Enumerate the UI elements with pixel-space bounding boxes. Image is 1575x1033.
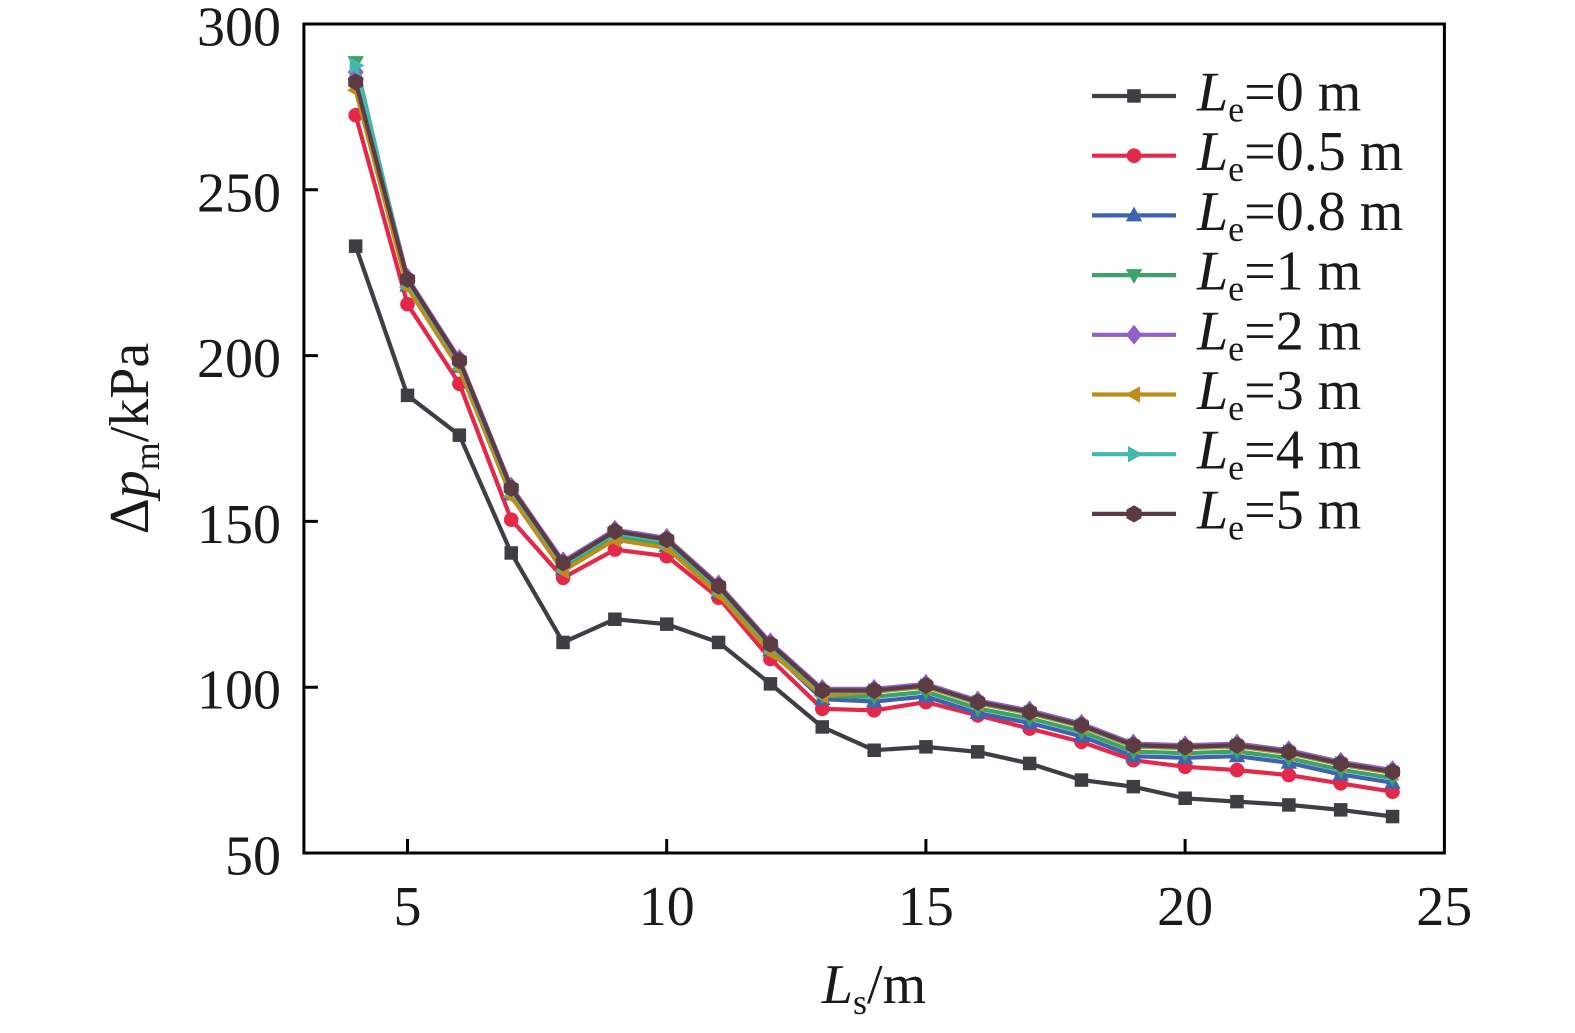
- svg-text:5: 5: [394, 876, 422, 938]
- svg-text:50: 50: [225, 826, 281, 888]
- svg-text:25: 25: [1416, 876, 1472, 938]
- svg-text:Le=1 m: Le=1 m: [1196, 241, 1361, 309]
- svg-text:200: 200: [197, 328, 281, 390]
- svg-text:15: 15: [898, 876, 954, 938]
- svg-text:10: 10: [639, 876, 695, 938]
- svg-text:Le=5 m: Le=5 m: [1196, 479, 1361, 547]
- svg-text:20: 20: [1157, 876, 1213, 938]
- svg-text:Le=4 m: Le=4 m: [1196, 420, 1361, 488]
- svg-text:Le=0 m: Le=0 m: [1196, 62, 1361, 130]
- svg-text:Le=0.8 m: Le=0.8 m: [1196, 181, 1403, 249]
- svg-text:100: 100: [197, 660, 281, 722]
- svg-text:Le=2 m: Le=2 m: [1196, 300, 1361, 368]
- svg-text:250: 250: [197, 162, 281, 224]
- svg-text:Le=0.5 m: Le=0.5 m: [1196, 121, 1403, 189]
- svg-text:Ls/m: Ls/m: [821, 954, 926, 1022]
- svg-text:300: 300: [197, 0, 281, 59]
- svg-text:Le=3 m: Le=3 m: [1196, 360, 1361, 428]
- svg-text:Δpm/kPa: Δpm/kPa: [99, 343, 167, 535]
- svg-text:150: 150: [197, 494, 281, 556]
